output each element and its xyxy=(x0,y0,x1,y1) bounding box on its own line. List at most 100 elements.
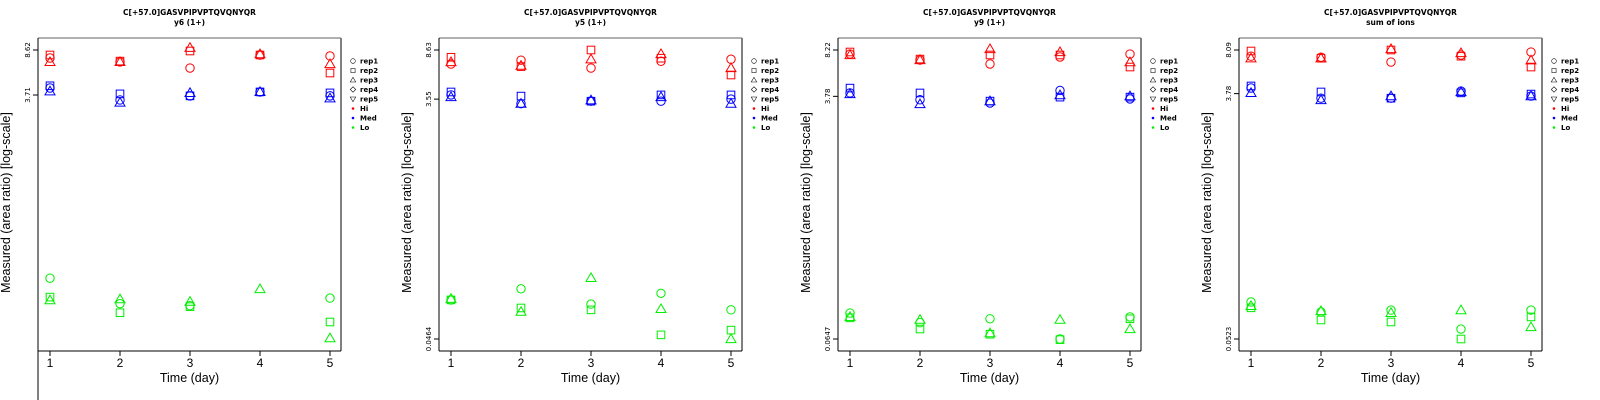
legend-marker-rep4-icon xyxy=(349,86,357,93)
point-med-rep1 xyxy=(985,98,995,108)
y-tick-label: 0.0464 xyxy=(425,326,433,351)
legend-label: Lo xyxy=(360,124,369,132)
legend-dot-hi-icon xyxy=(1552,107,1556,110)
point-lo-rep2 xyxy=(1316,315,1326,325)
x-tick-label: 3 xyxy=(1388,356,1395,370)
point-lo-rep3 xyxy=(1385,306,1397,317)
legend-label: rep5 xyxy=(761,96,779,104)
x-tick-label: 3 xyxy=(187,356,194,370)
legend-marker-rep5-icon xyxy=(1550,96,1558,103)
legend-marker-rep1-icon xyxy=(1150,58,1156,64)
point-hi-rep1 xyxy=(325,51,335,61)
point-hi-rep1 xyxy=(185,63,195,73)
point-hi-rep1 xyxy=(586,63,596,73)
point-lo-rep1 xyxy=(726,305,736,315)
point-hi-rep2 xyxy=(1526,62,1536,72)
point-med-rep1 xyxy=(115,95,125,105)
point-hi-rep3 xyxy=(1525,54,1537,65)
data-points xyxy=(844,42,1136,344)
legend-label: rep2 xyxy=(1561,67,1579,75)
legend-marker-rep4-icon xyxy=(750,86,758,93)
chart-subtitle: y6 (1+) xyxy=(174,18,205,27)
legend-marker-rep5-icon xyxy=(750,96,758,103)
point-hi-rep3 xyxy=(655,48,667,59)
x-tick-label: 5 xyxy=(1127,356,1134,370)
point-lo-rep2 xyxy=(516,303,526,313)
point-lo-rep3 xyxy=(585,271,597,283)
point-lo-rep3 xyxy=(515,305,527,316)
legend-marker-rep4-icon xyxy=(1149,86,1157,93)
point-hi-rep1 xyxy=(1125,49,1135,59)
legend-marker-rep3-icon xyxy=(1550,76,1558,83)
legend-marker-rep5-icon xyxy=(1149,96,1157,103)
legend-marker-rep2-icon xyxy=(350,68,356,73)
x-tick-label: 5 xyxy=(1528,356,1535,370)
point-lo-rep3 xyxy=(1315,305,1327,316)
point-lo-rep1 xyxy=(985,314,995,324)
point-hi-rep3 xyxy=(725,62,737,73)
point-med-rep1 xyxy=(845,88,855,98)
point-med-rep3 xyxy=(1385,90,1397,101)
point-med-rep2 xyxy=(45,81,55,91)
point-hi-rep3 xyxy=(1455,47,1467,58)
point-med-rep2 xyxy=(325,88,335,98)
point-lo-rep2 xyxy=(1526,312,1536,322)
chart-title: C[+57.0]GASVPIPVPTQVQNYQR xyxy=(923,8,1056,17)
point-lo-rep2 xyxy=(586,305,596,315)
point-med-rep1 xyxy=(1316,93,1326,103)
point-lo-rep1 xyxy=(45,273,55,283)
point-hi-rep3 xyxy=(1124,56,1136,67)
point-hi-rep1 xyxy=(1055,52,1065,62)
point-hi-rep3 xyxy=(44,55,56,67)
legend-symbol-rep3 xyxy=(1550,76,1558,83)
point-lo-rep3 xyxy=(914,313,926,324)
legend-symbol-rep2 xyxy=(1551,68,1557,73)
legend-label: Med xyxy=(360,115,377,123)
legend-marker-rep3-icon xyxy=(750,76,758,83)
legend-symbol-rep5 xyxy=(750,96,758,103)
legend-symbol-rep3 xyxy=(1149,76,1157,83)
point-lo-rep3 xyxy=(725,333,737,344)
point-lo-rep1 xyxy=(1125,312,1135,322)
x-tick-label: 2 xyxy=(518,356,525,370)
x-tick-label: 5 xyxy=(728,356,735,370)
point-lo-rep1 xyxy=(516,284,526,294)
point-lo-rep3 xyxy=(1054,313,1066,324)
point-med-rep3 xyxy=(114,96,126,107)
x-axis-label: Time (day) xyxy=(1361,371,1420,385)
x-tick-label: 3 xyxy=(588,356,595,370)
legend-symbol-rep2 xyxy=(751,68,757,73)
legend-dot-lo-icon xyxy=(351,126,355,129)
point-hi-rep3 xyxy=(324,58,336,69)
point-med-rep2 xyxy=(516,91,526,101)
legend-marker-rep4-icon xyxy=(1550,86,1558,93)
point-med-rep3 xyxy=(1525,90,1537,101)
point-lo-rep1 xyxy=(656,288,666,299)
x-tick-label: 3 xyxy=(987,356,994,370)
point-hi-rep1 xyxy=(845,49,855,59)
chart-title: C[+57.0]GASVPIPVPTQVQNYQR xyxy=(123,8,256,17)
point-lo-rep3 xyxy=(44,294,56,305)
point-hi-rep3 xyxy=(1315,52,1327,63)
point-med-rep1 xyxy=(656,96,666,106)
point-lo-rep2 xyxy=(1386,317,1396,327)
legend-dot-lo-icon xyxy=(1151,126,1155,129)
y-tick-label: 0.0647 xyxy=(824,327,832,352)
y-axis-label: Measured (area ratio) [log-scale] xyxy=(0,112,13,293)
legend-label: rep1 xyxy=(761,58,779,66)
legend-dot-med-icon xyxy=(1552,116,1556,120)
legend-label: Hi xyxy=(360,105,368,113)
data-points xyxy=(445,45,737,344)
x-tick-label: 2 xyxy=(1318,356,1325,370)
chart-subtitle: y5 (1+) xyxy=(575,18,606,27)
legend-symbol-rep2 xyxy=(1150,68,1156,73)
chart-subtitle: sum of ions xyxy=(1366,18,1415,27)
point-lo-rep1 xyxy=(1456,324,1466,334)
x-tick-label: 4 xyxy=(257,356,264,370)
point-hi-rep2 xyxy=(985,50,995,60)
point-med-rep3 xyxy=(254,85,266,97)
legend-dot-med-icon xyxy=(1151,116,1155,120)
point-lo-rep2 xyxy=(915,324,925,334)
legend-label: rep4 xyxy=(1160,86,1178,94)
legend-symbol-rep3 xyxy=(750,76,758,83)
